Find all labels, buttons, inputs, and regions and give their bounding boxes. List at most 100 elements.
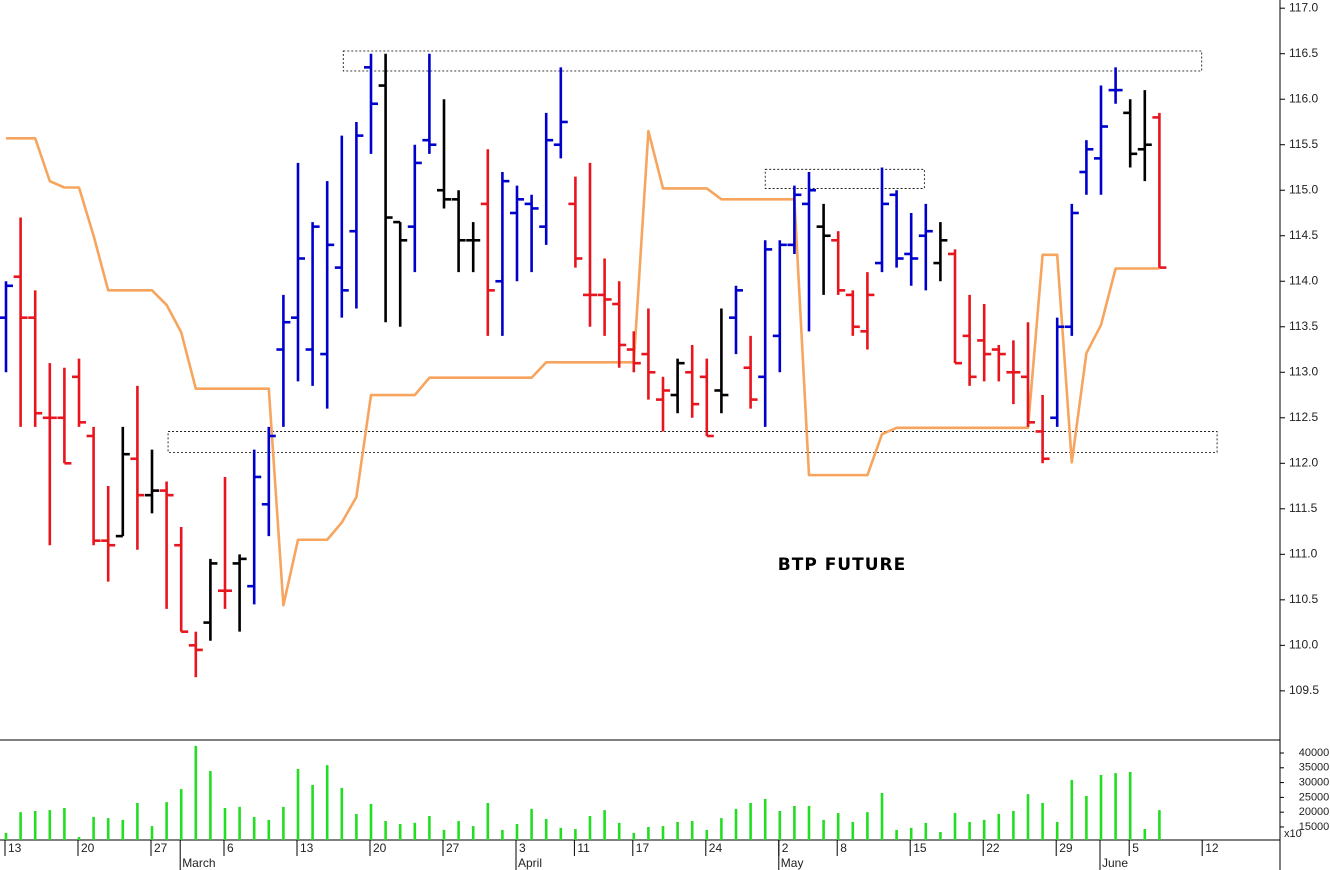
x-tick-label: 5 [1132,841,1139,855]
volume-bar [1041,803,1044,840]
y-tick-label: 114.0 [1289,273,1318,287]
volume-tick-label: 35000 [1299,762,1330,774]
y-tick-label: 113.0 [1289,364,1318,378]
x-tick-label: 13 [300,841,314,855]
y-tick-label: 117.0 [1289,0,1318,14]
x-tick-label: 20 [81,841,95,855]
volume-bar [982,819,986,840]
volume-bar [165,802,168,840]
volume-bar [48,810,52,840]
volume-bar [384,821,387,840]
y-tick-label: 109.5 [1289,683,1319,697]
month-label: March [182,856,215,870]
volume-tick-label: 20000 [1299,806,1330,818]
volume-bar [1012,810,1015,840]
volume-bar [763,798,767,840]
volume-bar [325,765,329,840]
price-zone [764,168,925,189]
volume-bar [836,813,840,840]
y-tick-label: 116.0 [1289,91,1318,105]
volume-bar [501,829,504,840]
volume-bar [676,821,679,840]
volume-bar [209,771,212,840]
price-zone [342,50,1203,72]
volume-bar [223,808,227,840]
volume-bar [1099,774,1103,840]
volume-bar [1070,779,1074,840]
volume-bar [194,745,198,840]
volume-tick-label: 25000 [1299,791,1330,803]
volume-bar [296,768,300,840]
volume-bar [968,821,971,840]
volume-bar [267,819,271,840]
volume-bar [252,816,256,840]
volume-bar [574,829,577,840]
volume-bar [880,792,884,840]
volume-bar [705,829,709,840]
volume-bar [793,805,796,840]
volume-bar [778,810,782,840]
y-tick-label: 112.0 [1289,455,1318,469]
x-tick-label: 2 [782,841,789,855]
x-tick-label: 3 [519,841,526,855]
volume-bar [603,810,606,840]
volume-bar [442,829,446,840]
volume-bar [617,822,621,840]
annotation: BTP FUTURE [778,555,906,575]
volume-bar [749,803,752,840]
y-tick-label: 113.5 [1289,319,1318,333]
volume-bar [851,821,855,840]
price-zone [167,431,1218,453]
volume-bar [559,827,563,840]
volume-bar [150,826,154,840]
volume-bar [179,789,183,840]
x-tick-label: 24 [709,841,723,855]
y-tick-label: 115.5 [1289,137,1318,151]
volume-tick-label: 40000 [1299,747,1330,759]
y-tick-label: 110.0 [1289,638,1318,652]
volume-bar [92,816,95,840]
volume-bar [1055,821,1059,840]
month-label: June [1102,856,1128,870]
y-tick-label: 111.5 [1289,501,1318,515]
volume-bar [530,808,533,840]
volume-bar [63,808,66,840]
y-tick-label: 114.5 [1289,228,1318,242]
volume-bar [1128,771,1132,840]
x-tick-label: 27 [446,841,460,855]
volume-bar [588,816,592,840]
volume-bar [33,810,37,840]
y-tick-label: 110.5 [1289,592,1318,606]
volume-bar [690,821,694,840]
x-tick-label: 15 [913,841,927,855]
volume-bar [398,824,402,840]
volume-tick-label: 15000 [1299,821,1330,833]
volume-bar [355,813,358,840]
month-label: May [781,856,804,870]
volume-bar [136,803,139,840]
x-tick-label: 12 [1205,841,1219,855]
volume-bar [4,832,8,840]
volume-bar [997,813,1001,840]
y-tick-label: 116.5 [1289,46,1318,60]
x-tick-label: 13 [8,841,22,855]
x-tick-label: 8 [840,841,847,855]
volume-bar [807,805,811,840]
volume-bar [486,803,490,840]
volume-bar [1026,794,1030,840]
volume-bar [924,822,928,840]
x-tick-label: 11 [577,841,590,855]
volume-bar [413,822,417,840]
volume-bar [632,832,636,840]
y-tick-label: 112.5 [1289,410,1318,424]
month-label: April [518,856,542,870]
volume-bar [19,812,22,840]
volume-bar [647,826,650,840]
volume-bar [282,806,285,840]
volume-bar [544,818,548,840]
volume-bar [457,821,460,840]
volume-bar [1114,773,1117,840]
